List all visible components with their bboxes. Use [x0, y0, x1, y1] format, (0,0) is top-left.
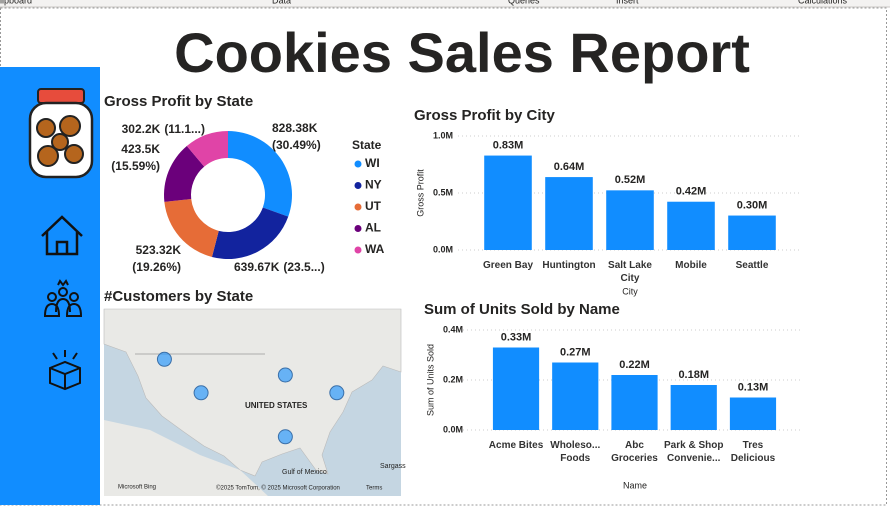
x-tick-label: Abc Groceries — [611, 440, 658, 464]
map-label: Terms — [366, 486, 382, 492]
x-tick-label: Huntington — [542, 260, 596, 271]
y-axis-title: Sum of Units Sold — [425, 344, 435, 416]
data-label: 0.13M — [738, 381, 769, 393]
x-axis-title: Name — [623, 480, 647, 490]
map-label: Microsoft Bing — [118, 485, 156, 491]
legend-label: AL — [365, 221, 381, 235]
legend-label: NY — [365, 178, 382, 192]
chart-title: Gross Profit by City — [414, 107, 556, 124]
home-icon[interactable] — [41, 215, 83, 256]
report-title: Cookies Sales Report — [174, 21, 750, 84]
ribbon-label: Insert — [616, 0, 639, 5]
donut-slice — [163, 146, 205, 202]
legend-marker — [354, 203, 362, 211]
x-tick-label: Acme Bites — [488, 440, 544, 451]
x-tick-label: Mobile — [675, 260, 707, 271]
map-bubble — [277, 429, 293, 445]
x-tick-label: Wholeso... Foods — [550, 440, 601, 464]
bar — [728, 215, 776, 250]
data-label: 0.64M — [554, 161, 585, 173]
legend-label: WI — [365, 156, 380, 170]
data-label: 523.32K — [136, 243, 182, 257]
y-tick-label: 0.0M — [443, 424, 463, 434]
map-label: ©2025 TomTom, © 2025 Microsoft Corporati… — [216, 485, 340, 492]
jar-icon — [28, 88, 94, 179]
data-label: 423.5K — [121, 142, 160, 156]
data-label: 0.52M — [615, 174, 646, 186]
map-bubble — [329, 385, 345, 401]
chart-title: #Customers by State — [104, 288, 253, 305]
map-label: UNITED STATES — [245, 401, 308, 410]
data-label: (15.59%) — [111, 159, 160, 173]
data-label: (19.26%) — [132, 260, 181, 274]
x-tick-label: Salt Lake City — [608, 260, 652, 284]
y-tick-label: 0.0M — [433, 244, 453, 254]
bar — [606, 190, 654, 250]
ribbon-label: lipboard — [0, 0, 32, 5]
map-bubble — [277, 367, 293, 383]
data-label: (11.1...) — [164, 122, 205, 136]
map-label: Sargass — [380, 463, 406, 470]
data-label: 0.18M — [678, 369, 709, 381]
data-label: (23.5...) — [283, 260, 324, 274]
legend-label: UT — [365, 199, 382, 213]
data-label: 828.38K — [272, 121, 318, 135]
customers-icon[interactable] — [43, 279, 83, 317]
legend-label: WA — [365, 242, 385, 256]
y-tick-label: 0.4M — [443, 324, 463, 334]
legend-title: State — [352, 138, 382, 152]
map-bubble — [156, 351, 172, 367]
bar — [492, 347, 540, 430]
x-tick-label: Green Bay — [482, 260, 534, 271]
legend-marker — [354, 225, 362, 232]
data-label: 0.30M — [737, 199, 768, 211]
donut-slice — [186, 131, 228, 167]
x-tick-label: Seattle — [735, 260, 769, 271]
map-label: Gulf of Mexico — [282, 469, 327, 476]
data-label: 0.22M — [619, 359, 650, 371]
bar — [667, 201, 715, 250]
ribbon-label: Calculations — [798, 0, 848, 5]
legend-marker — [354, 182, 362, 189]
bar — [729, 397, 777, 430]
y-axis-title: Gross Profit — [415, 169, 425, 217]
x-axis-title: City — [622, 286, 638, 296]
y-tick-label: 0.5M — [433, 187, 453, 197]
legend-marker — [354, 160, 362, 168]
data-label: 302.2K — [122, 122, 161, 136]
x-tick-label: Tres Delicious — [730, 440, 776, 464]
ribbon-label: Data — [272, 0, 291, 5]
data-label: 639.67K — [234, 260, 280, 274]
y-tick-label: 1.0M — [433, 130, 453, 140]
bar — [484, 155, 532, 250]
map-land — [104, 420, 268, 496]
bar — [545, 177, 593, 250]
product-icon[interactable] — [49, 350, 81, 391]
donut-slice — [164, 198, 219, 257]
ribbon-strip — [0, 0, 890, 7]
data-label: 0.33M — [501, 331, 532, 343]
bar — [552, 362, 599, 430]
data-label: (30.49%) — [272, 138, 321, 152]
x-tick-label: Park & Shop Convenie... — [664, 440, 724, 464]
data-label: 0.83M — [493, 139, 524, 151]
chart-title: Sum of Units Sold by Name — [424, 301, 620, 318]
ribbon-label: Queries — [508, 0, 540, 5]
donut-slice — [211, 207, 289, 259]
legend-marker — [354, 246, 362, 254]
data-label: 0.27M — [560, 346, 591, 358]
y-tick-label: 0.2M — [443, 374, 463, 384]
bar — [611, 375, 658, 430]
map-bubble — [193, 385, 209, 401]
donut-slice — [228, 131, 292, 217]
data-label: 0.42M — [676, 186, 707, 198]
chart-title: Gross Profit by State — [104, 93, 253, 110]
map-land — [103, 308, 402, 477]
bar — [670, 385, 717, 430]
